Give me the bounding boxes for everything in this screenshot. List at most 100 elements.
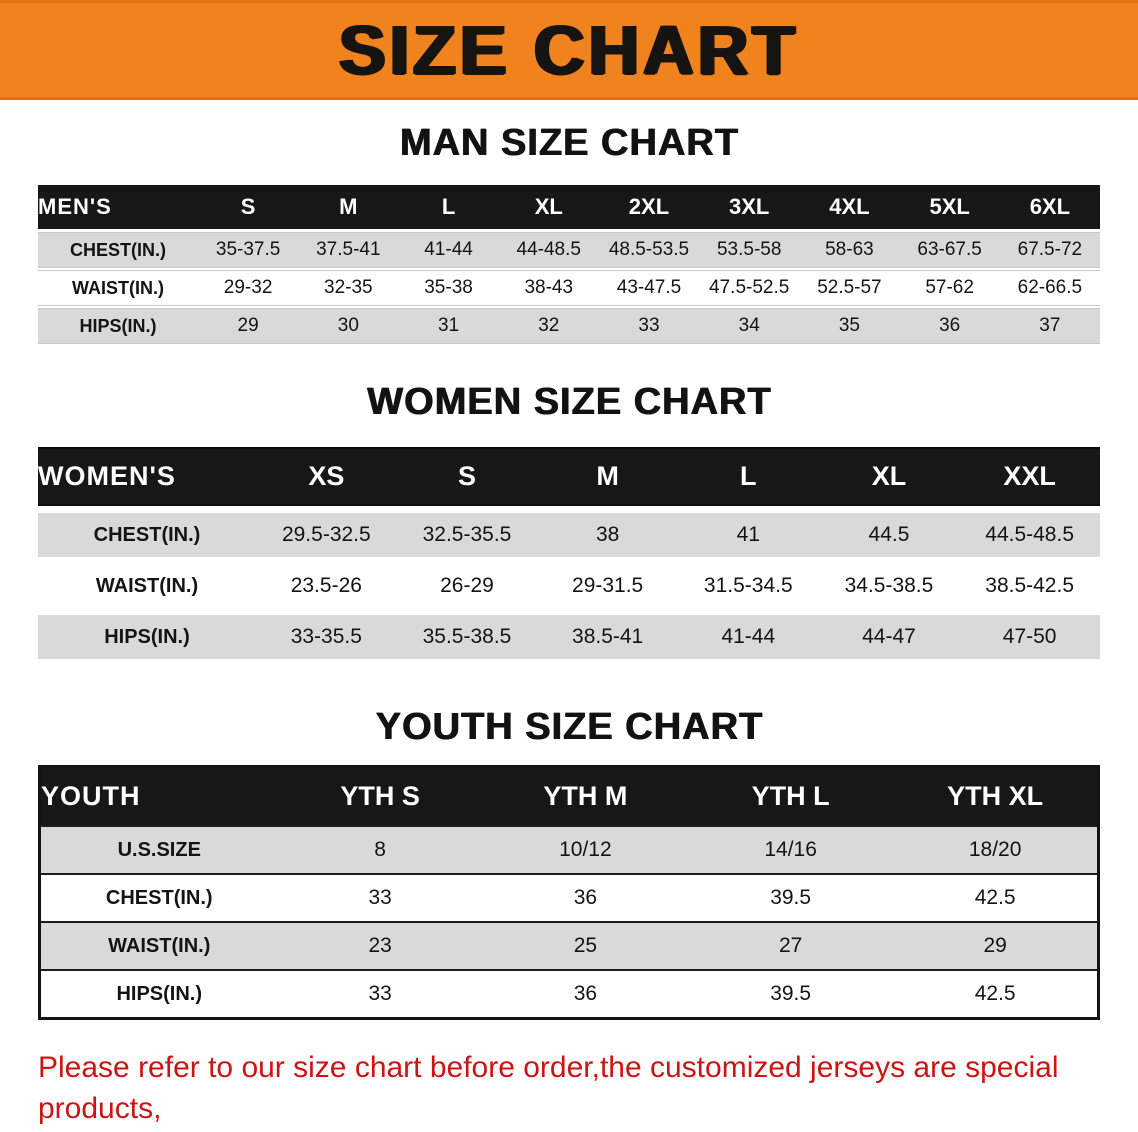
youth-size-chart-table: YOUTH YTH S YTH M YTH L YTH XL U.S.SIZE 8 10/12… — [38, 765, 1100, 1020]
size-value-cell: 48.5-53.5 — [608, 239, 690, 260]
size-value-cell: 10/12 — [559, 838, 612, 861]
size-column-header: 2XL — [598, 185, 700, 229]
size-value-cell: 35 — [838, 315, 860, 336]
size-value-cell: 26-29 — [440, 574, 494, 597]
table-title-cell: MEN'S — [38, 185, 198, 229]
men-size-chart-heading: MAN SIZE CHART — [399, 122, 739, 164]
size-value-cell: 29-31.5 — [572, 574, 644, 597]
size-value-cell: 44.5-48.5 — [985, 523, 1075, 546]
size-value-cell: 38-43 — [524, 277, 574, 298]
size-column-header: 3XL — [699, 185, 800, 229]
size-value-cell: 33 — [368, 886, 392, 909]
size-value-cell: 35.5-38.5 — [422, 625, 512, 648]
size-value-cell: 32 — [538, 315, 560, 336]
disclaimer: Please refer to our size chart before or… — [38, 1048, 1100, 1132]
table-row: U.S.SIZE 8 10/12 14/16 18/20 — [39, 826, 1099, 874]
size-column-header: YTH M — [482, 766, 688, 826]
table-row: CHEST(IN.) 33 36 39.5 42.5 — [39, 874, 1099, 922]
table-row: CHEST(IN.) 29.5-32.5 32.5-35.5 38 41 44.5 44.5… — [38, 513, 1100, 557]
size-value-cell: 36 — [573, 886, 598, 909]
size-column-header: XXL — [959, 447, 1100, 506]
size-value-cell: 32.5-35.5 — [422, 523, 512, 546]
men-size-chart-section: MAN SIZE CHART MEN'S S M L XL 2XL 3XL 4XL 5XL 6XL C… — [0, 122, 1138, 347]
size-value-cell: 41 — [736, 523, 760, 546]
size-value-cell: 52.5-57 — [817, 277, 882, 298]
disclaimer-line-1: Please refer to our size chart before or… — [38, 1051, 1059, 1125]
row-label-cell: U.S.SIZE — [117, 838, 201, 861]
size-value-cell: 53.5-58 — [716, 239, 782, 260]
size-value-cell: 44-48.5 — [516, 239, 581, 260]
size-value-cell: 36 — [939, 315, 961, 336]
size-value-cell: 35-38 — [424, 277, 473, 298]
table-title-cell: WOMEN'S — [38, 447, 256, 506]
row-label-cell: WAIST(IN.) — [95, 574, 199, 597]
table-row: HIPS(IN.) 33-35.5 35.5-38.5 38.5-41 41-44 44-… — [38, 615, 1100, 659]
size-value-cell: 25 — [573, 934, 598, 957]
size-value-cell: 42.5 — [974, 886, 1016, 909]
size-value-cell: 30 — [337, 315, 359, 336]
size-chart-sections: MAN SIZE CHART MEN'S S M L XL 2XL 3XL 4XL 5XL 6XL C… — [0, 122, 1138, 1020]
table-header-row: MEN'S S M L XL 2XL 3XL 4XL 5XL 6XL — [38, 185, 1100, 229]
size-value-cell: 67.5-72 — [1017, 239, 1083, 260]
size-column-header: 5XL — [899, 185, 1000, 229]
size-value-cell: 39.5 — [770, 982, 812, 1005]
size-value-cell: 29.5-32.5 — [281, 523, 371, 546]
size-value-cell: 47-50 — [1002, 625, 1057, 648]
size-column-header: M — [298, 185, 399, 229]
size-column-header: YTH L — [688, 766, 894, 826]
row-label-cell: CHEST(IN.) — [93, 523, 201, 546]
table-title-cell: YOUTH — [39, 766, 278, 826]
table-row: HIPS(IN.) 29 30 31 32 33 34 35 36 37 — [38, 309, 1100, 343]
size-value-cell: 41-44 — [721, 625, 776, 648]
size-chart-banner: SIZE CHART — [0, 0, 1138, 100]
size-value-cell: 34.5-38.5 — [844, 574, 934, 597]
size-value-cell: 58-63 — [825, 239, 874, 260]
size-value-cell: 33 — [638, 315, 660, 336]
table-row: WAIST(IN.) 23.5-26 26-29 29-31.5 31.5-34.5 34… — [38, 564, 1100, 608]
size-value-cell: 37 — [1039, 315, 1061, 336]
banner-title: SIZE CHART — [339, 11, 799, 89]
size-column-header: S — [396, 447, 538, 506]
size-value-cell: 27 — [778, 934, 803, 957]
size-value-cell: 43-47.5 — [616, 277, 682, 298]
row-label-cell: HIPS(IN.) — [79, 315, 157, 336]
size-value-cell: 57-62 — [925, 277, 974, 298]
size-column-header: YTH XL — [893, 766, 1099, 826]
size-value-cell: 47.5-52.5 — [709, 277, 790, 298]
size-column-header: YTH S — [277, 766, 483, 826]
row-label-cell: HIPS(IN.) — [116, 982, 203, 1005]
size-value-cell: 32-35 — [324, 277, 373, 298]
table-row: CHEST(IN.) 35-37.5 37.5-41 41-44 44-48.5 48.5… — [38, 233, 1100, 267]
size-value-cell: 63-67.5 — [917, 239, 982, 260]
size-column-header: XS — [256, 447, 397, 506]
women-size-chart-table: WOMEN'S XS S M L XL XXL CHEST(IN.) 29.5-32.5 32.5… — [38, 440, 1100, 666]
youth-size-chart-section: YOUTH SIZE CHART YOUTH YTH S YTH M YTH L YTH … — [0, 706, 1138, 1020]
row-label-cell: CHEST(IN.) — [105, 886, 213, 909]
row-label-cell: HIPS(IN.) — [104, 625, 190, 648]
size-value-cell: 8 — [374, 838, 386, 861]
size-column-header: XL — [498, 185, 599, 229]
size-value-cell: 38.5-42.5 — [985, 574, 1075, 597]
size-value-cell: 37.5-41 — [316, 239, 381, 260]
size-column-header: 4XL — [799, 185, 900, 229]
size-value-cell: 23.5-26 — [290, 574, 362, 597]
size-value-cell: 42.5 — [974, 982, 1016, 1005]
size-column-header: L — [677, 447, 819, 506]
size-column-header: 6XL — [999, 185, 1100, 229]
youth-size-chart-heading: YOUTH SIZE CHART — [375, 706, 763, 748]
size-value-cell: 14/16 — [764, 838, 817, 861]
size-value-cell: 41-44 — [424, 239, 473, 260]
size-value-cell: 29 — [983, 934, 1007, 957]
row-label-cell: CHEST(IN.) — [70, 239, 166, 260]
size-value-cell: 34 — [738, 315, 760, 336]
size-value-cell: 44-47 — [862, 625, 916, 648]
size-column-header: L — [398, 185, 499, 229]
size-value-cell: 39.5 — [770, 886, 812, 909]
table-header-row: WOMEN'S XS S M L XL XXL — [38, 447, 1100, 506]
size-value-cell: 33 — [368, 982, 392, 1005]
size-value-cell: 31 — [437, 315, 460, 336]
men-size-chart-table: MEN'S S M L XL 2XL 3XL 4XL 5XL 6XL CHEST(IN.) 35-37… — [38, 181, 1100, 347]
women-size-chart-heading: WOMEN SIZE CHART — [366, 381, 772, 423]
size-value-cell: 29 — [237, 315, 259, 336]
size-value-cell: 29-32 — [223, 277, 273, 298]
